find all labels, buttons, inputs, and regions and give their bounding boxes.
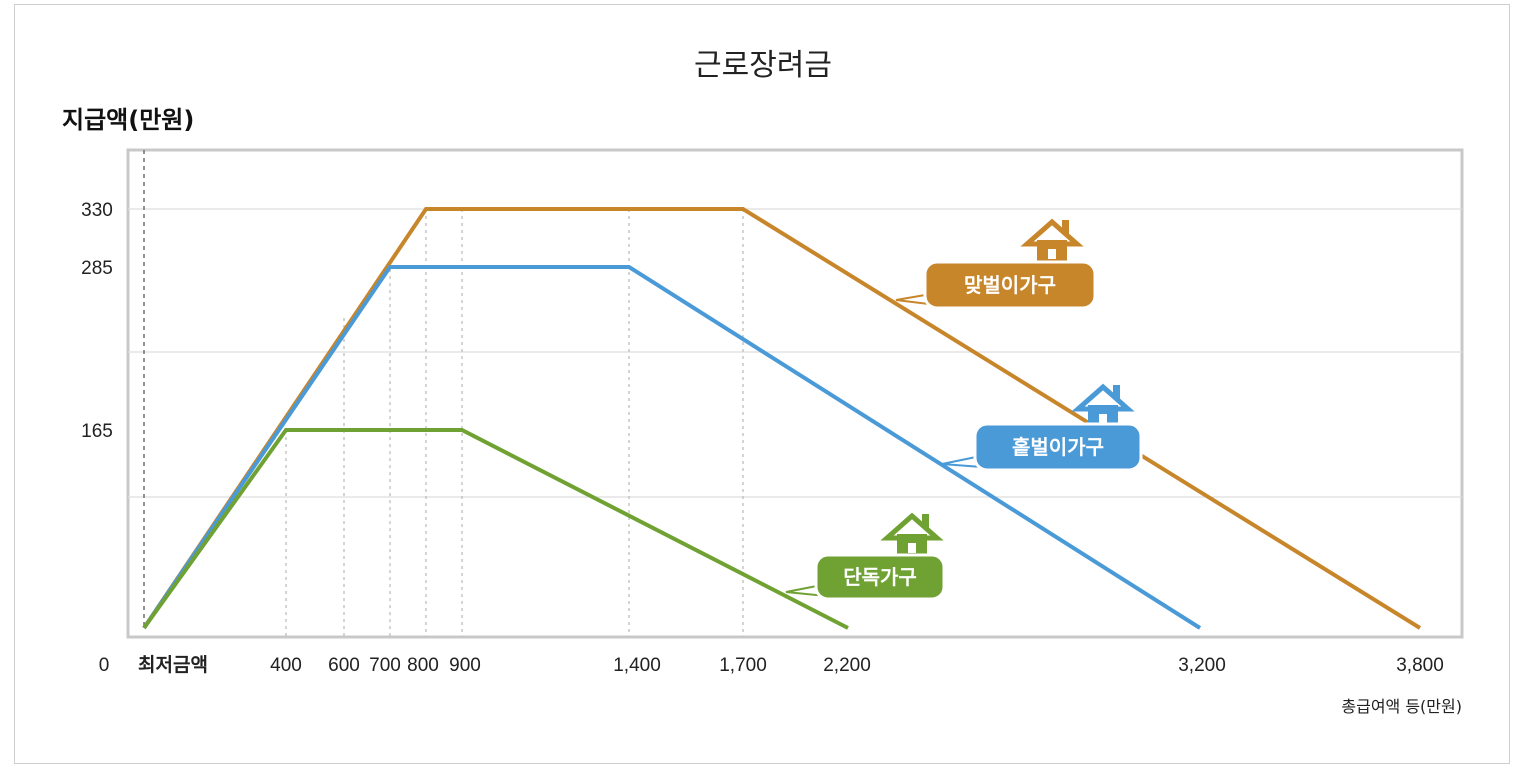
legend-label: 단독가구 [843, 565, 917, 589]
x-tick-label: 2,200 [823, 655, 871, 676]
x-tick-label: 900 [449, 655, 481, 676]
x-tick-label: 1,400 [613, 655, 661, 676]
legend-bubble [923, 260, 1097, 310]
legend-label: 맞벌이가구 [964, 273, 1056, 297]
x-tick-label: 0 [99, 655, 110, 676]
x-tick-label: 700 [369, 655, 401, 676]
house-icon [1071, 383, 1135, 427]
x-tick-label: 600 [328, 655, 360, 676]
legend-bubble [814, 553, 946, 601]
x-tick-label: 800 [407, 655, 439, 676]
legend-item-2: 홑벌이가구 [941, 383, 1143, 472]
x-tick-label: 3,200 [1178, 655, 1226, 676]
x-axis-label: 총급여액 등(만원) [1341, 697, 1462, 716]
chart-title: 근로장려금 [694, 48, 832, 83]
legend-item-3: 단독가구 [785, 512, 946, 601]
legend-bubble [973, 422, 1143, 472]
x-tick-label: 3,800 [1396, 655, 1444, 676]
y-tick-label: 165 [81, 421, 113, 442]
y-axis-label: 지급액(만원) [62, 106, 195, 134]
legend-label: 홑벌이가구 [1012, 435, 1104, 459]
plot-area [126, 148, 1464, 639]
house-icon [880, 512, 944, 556]
house-icon [1020, 218, 1084, 262]
series-line-3 [142, 428, 849, 630]
legend-item-1: 맞벌이가구 [895, 218, 1097, 310]
x-tick-label: 400 [270, 655, 302, 676]
x-tick-label: 최저금액 [138, 654, 208, 676]
series-line-2 [142, 265, 1202, 630]
y-tick-label: 330 [81, 200, 113, 221]
y-tick-label: 285 [81, 258, 113, 279]
x-tick-label: 1,700 [719, 655, 767, 676]
